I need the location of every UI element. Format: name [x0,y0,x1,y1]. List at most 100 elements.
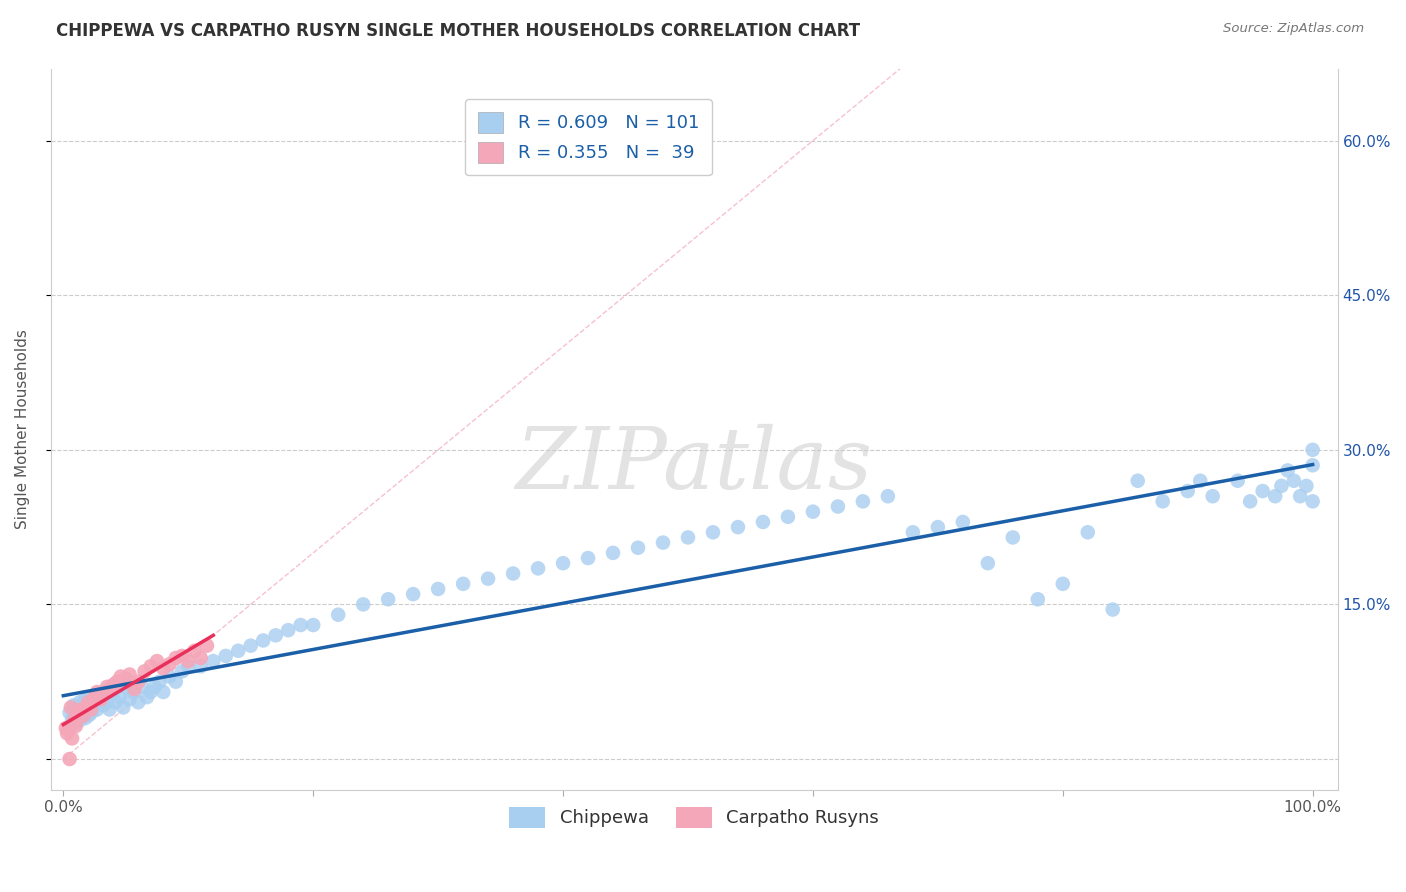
Point [66,702,89,716]
Point [1052,576,1074,591]
Point [134,665,156,679]
Point [76,702,98,716]
Point [80,702,103,716]
Point [502,566,524,581]
Point [876,489,898,503]
Point [801,505,824,519]
Point [86,685,108,699]
Point [277,623,299,637]
Point [118,692,141,706]
Point [80,698,103,713]
Point [177,659,200,673]
Point [58,752,80,766]
Point [290,618,312,632]
Point [108,690,131,705]
Point [1189,474,1212,488]
Point [852,494,875,508]
Point [65,719,87,733]
Point [527,561,550,575]
Point [1302,494,1324,508]
Point [96,680,118,694]
Point [676,530,699,544]
Point [72,706,94,721]
Point [1302,442,1324,457]
Point [451,576,474,591]
Point [901,525,924,540]
Point [114,680,136,694]
Point [55,721,77,735]
Point [190,651,212,665]
Point [136,690,159,705]
Point [60,731,83,746]
Point [170,648,193,663]
Point [58,706,80,720]
Point [139,659,162,673]
Point [977,556,1000,570]
Point [103,678,125,692]
Point [83,690,105,705]
Point [110,669,132,683]
Point [302,618,325,632]
Point [67,706,90,720]
Point [98,681,121,696]
Point [627,541,650,555]
Point [60,713,83,727]
Point [62,715,84,730]
Legend: Chippewa, Carpatho Rusyns: Chippewa, Carpatho Rusyns [502,800,886,835]
Point [1177,484,1199,499]
Text: Source: ZipAtlas.com: Source: ZipAtlas.com [1223,22,1364,36]
Point [190,659,212,673]
Point [1251,484,1274,499]
Point [131,680,153,694]
Point [159,657,181,672]
Point [139,685,162,699]
Point [177,654,200,668]
Point [1295,479,1317,493]
Point [165,674,187,689]
Point [1302,458,1324,473]
Point [77,690,100,705]
Point [1026,592,1049,607]
Point [1270,479,1292,493]
Point [377,592,399,607]
Point [165,651,187,665]
Point [69,713,91,727]
Point [105,674,128,689]
Point [226,644,249,658]
Point [427,582,450,596]
Point [67,708,90,723]
Point [91,687,114,701]
Point [79,707,101,722]
Point [75,700,97,714]
Point [77,695,100,709]
Point [146,654,169,668]
Point [1001,530,1024,544]
Point [652,535,675,549]
Point [58,723,80,738]
Point [1202,489,1225,503]
Y-axis label: Single Mother Households: Single Mother Households [15,329,30,529]
Point [59,700,82,714]
Point [264,628,287,642]
Point [83,695,105,709]
Point [56,726,79,740]
Point [118,667,141,681]
Point [73,693,96,707]
Point [1126,474,1149,488]
Text: CHIPPEWA VS CARPATHO RUSYN SINGLE MOTHER HOUSEHOLDS CORRELATION CHART: CHIPPEWA VS CARPATHO RUSYN SINGLE MOTHER… [56,22,860,40]
Point [1101,602,1123,616]
Point [112,700,135,714]
Point [159,669,181,683]
Point [239,639,262,653]
Point [80,705,103,719]
Point [1239,494,1261,508]
Point [252,633,274,648]
Point [103,685,125,699]
Point [1152,494,1174,508]
Point [63,710,86,724]
Point [727,520,749,534]
Point [90,690,112,705]
Point [1226,474,1249,488]
Point [127,695,149,709]
Point [202,654,225,668]
